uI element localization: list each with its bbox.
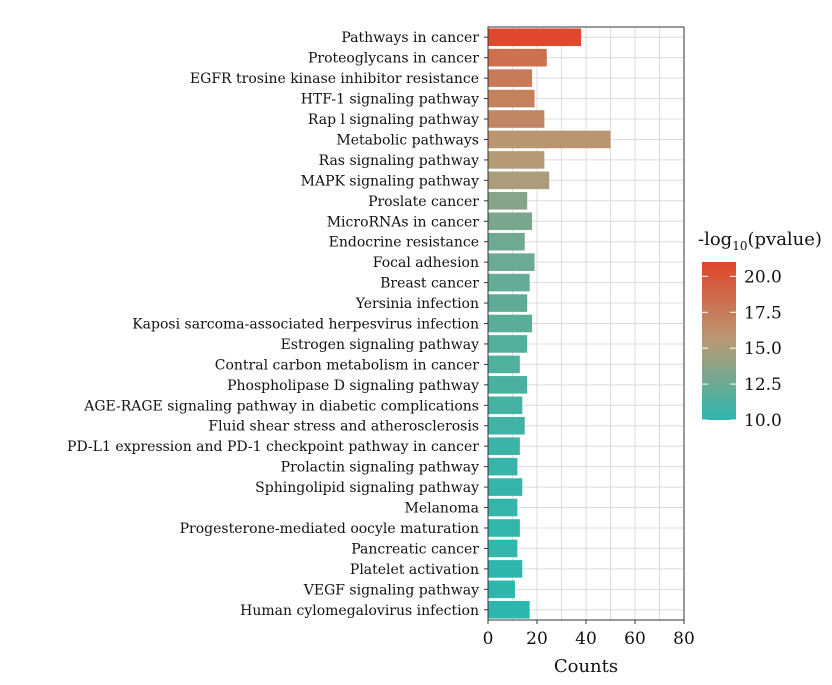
bar [488,478,523,496]
x-tick-label: 0 [483,629,494,649]
category-label: EGFR trosine kinase inhibitor resistance [190,71,479,87]
bar [488,335,528,353]
category-label: MicroRNAs in cancer [327,214,480,230]
x-tick-label: 20 [526,629,548,649]
bar [488,69,533,87]
category-label: Sphingolipid signaling pathway [255,480,479,496]
bar [488,171,550,190]
bar [488,253,535,271]
category-label: Phospholipase D signaling pathway [227,378,479,394]
bar [488,212,533,231]
category-label: Ras signaling pathway [319,153,479,169]
category-label: Proteoglycans in cancer [308,51,479,67]
category-label: Focal adhesion [373,255,479,271]
legend-title-suffix: (pvalue) [747,229,821,250]
x-tick-labels: 0 20 40 60 80 [483,620,695,649]
bar [488,416,525,435]
bar [488,28,582,47]
color-legend: -log10(pvalue) 20.0 17.5 15.0 12.5 10.0 [698,229,822,431]
x-axis-title: Counts [554,656,618,677]
category-label: Progesterone-mediated oocyle maturation [180,521,479,537]
category-label: VEGF signaling pathway [303,582,479,598]
legend-ticks: 20.0 17.5 15.0 12.5 10.0 [702,267,782,431]
bar [488,314,533,333]
bar [488,48,547,67]
category-label: AGE-RAGE signaling pathway in diabetic c… [83,398,479,414]
x-tick-label: 60 [624,629,646,649]
x-tick-label: 40 [575,629,597,649]
category-label: Prolactin signaling pathway [281,460,479,476]
legend-color-bar [702,262,736,420]
category-label: Pancreatic cancer [351,541,479,557]
bar [488,294,528,312]
legend-title-prefix: -log [698,229,732,250]
bar [488,273,530,292]
x-tick-label: 80 [673,629,695,649]
category-label: Pathways in cancer [341,30,479,46]
bar [488,519,520,537]
category-label: Metabolic pathways [336,132,479,148]
legend-title: -log10(pvalue) [698,229,822,253]
bar [488,600,530,619]
bar [488,457,518,476]
bar [488,396,523,415]
category-label: HTF-1 signaling pathway [301,92,479,108]
category-label: Estrogen signaling pathway [281,337,480,353]
bars [488,28,611,619]
bar [488,437,520,455]
bar [488,89,535,108]
category-label: Platelet activation [350,562,479,578]
bar [488,498,518,517]
category-label: Melanoma [404,501,479,517]
category-label: Proslate cancer [368,194,479,210]
bar [488,110,545,128]
legend-title-subscript: 10 [732,239,747,253]
category-label: Yersinia infection [355,296,479,312]
legend-tick-label: 17.5 [744,303,782,323]
category-label: Endocrine resistance [329,235,479,251]
category-label: MAPK signaling pathway [301,173,479,189]
category-labels: Pathways in cancer Proteoglycans in cance… [67,30,488,619]
bar [488,232,525,251]
bar [488,376,528,394]
category-label: Kaposi sarcoma-associated herpesvirus in… [132,317,479,333]
legend-tick-label: 12.5 [744,375,782,395]
category-label: Fluid shear stress and atherosclerosis [208,419,479,435]
bar [488,355,520,374]
category-label: Human cylomegalovirus infection [240,603,479,619]
category-label: Contral carbon metabolism in cancer [215,357,480,373]
category-label: Rap l signaling pathway [308,112,479,128]
bar [488,580,515,599]
bar [488,151,545,169]
legend-tick-label: 10.0 [744,411,782,431]
bar [488,539,518,558]
bar [488,192,528,210]
legend-tick-label: 20.0 [744,267,782,287]
bar [488,560,523,578]
bar [488,130,611,149]
legend-tick-label: 15.0 [744,339,782,359]
category-label: PD-L1 expression and PD-1 checkpoint pat… [67,439,479,455]
category-label: Breast cancer [380,276,479,292]
